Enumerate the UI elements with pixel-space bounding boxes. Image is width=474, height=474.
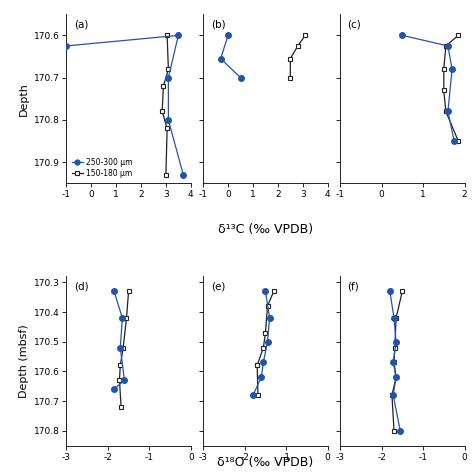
Y-axis label: Depth (mbsf): Depth (mbsf) — [19, 324, 29, 398]
Text: (c): (c) — [347, 19, 361, 29]
Text: (e): (e) — [210, 282, 225, 292]
Text: (b): (b) — [210, 19, 225, 29]
Text: δ¹³C (‰ VPDB): δ¹³C (‰ VPDB) — [218, 223, 313, 237]
Text: δ¹⁸O (‰ VPDB): δ¹⁸O (‰ VPDB) — [217, 456, 314, 469]
Text: (a): (a) — [74, 19, 88, 29]
Text: (d): (d) — [74, 282, 89, 292]
Text: (f): (f) — [347, 282, 359, 292]
Y-axis label: Depth: Depth — [19, 82, 29, 116]
Legend: 250-300 μm, 150-180 μm: 250-300 μm, 150-180 μm — [70, 156, 134, 180]
